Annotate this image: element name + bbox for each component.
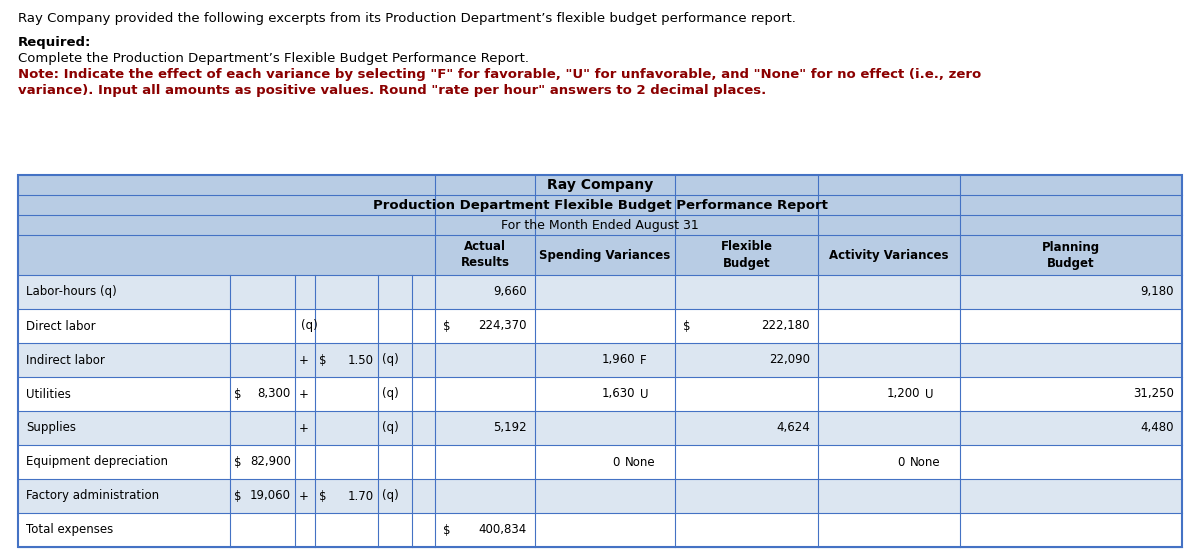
Text: Flexible
Budget: Flexible Budget <box>720 241 773 269</box>
Text: Required:: Required: <box>18 36 91 49</box>
Text: Labor-hours (q): Labor-hours (q) <box>26 285 116 299</box>
Bar <box>18 377 1182 411</box>
Bar <box>18 343 1182 377</box>
Text: (q): (q) <box>382 490 398 502</box>
Bar <box>18 445 1182 479</box>
Text: Direct labor: Direct labor <box>26 320 96 332</box>
Text: 19,060: 19,060 <box>250 490 292 502</box>
Text: $: $ <box>683 320 690 332</box>
Text: 31,250: 31,250 <box>1133 388 1174 401</box>
Text: 1,200: 1,200 <box>887 388 920 401</box>
Text: Actual
Results: Actual Results <box>461 241 510 269</box>
Text: 22,090: 22,090 <box>769 353 810 367</box>
Text: For the Month Ended August 31: For the Month Ended August 31 <box>502 219 698 231</box>
Text: $: $ <box>443 320 450 332</box>
Text: $: $ <box>319 353 326 367</box>
Text: (q): (q) <box>382 353 398 367</box>
Text: 400,834: 400,834 <box>479 523 527 537</box>
Text: F: F <box>640 353 647 367</box>
Text: Factory administration: Factory administration <box>26 490 160 502</box>
Text: (q): (q) <box>382 422 398 434</box>
Text: $: $ <box>234 455 241 469</box>
Text: U: U <box>640 388 648 401</box>
Text: Utilities: Utilities <box>26 388 71 401</box>
Bar <box>18 411 1182 445</box>
Text: Ray Company provided the following excerpts from its Production Department’s fle: Ray Company provided the following excer… <box>18 12 796 25</box>
Text: 4,624: 4,624 <box>776 422 810 434</box>
Text: 5,192: 5,192 <box>493 422 527 434</box>
Text: 0: 0 <box>898 455 905 469</box>
Text: Total expenses: Total expenses <box>26 523 113 537</box>
Text: $: $ <box>234 490 241 502</box>
Text: +: + <box>299 388 308 401</box>
Text: +: + <box>299 422 308 434</box>
Text: 8,300: 8,300 <box>258 388 292 401</box>
Text: 0: 0 <box>613 455 620 469</box>
Bar <box>18 175 1182 235</box>
Text: U: U <box>925 388 934 401</box>
Text: 1.70: 1.70 <box>348 490 374 502</box>
Text: variance). Input all amounts as positive values. Round "rate per hour" answers t: variance). Input all amounts as positive… <box>18 84 767 97</box>
Bar <box>18 175 1182 547</box>
Text: None: None <box>625 455 655 469</box>
Text: 222,180: 222,180 <box>762 320 810 332</box>
Text: Equipment depreciation: Equipment depreciation <box>26 455 168 469</box>
Bar <box>18 479 1182 513</box>
Text: Production Department Flexible Budget Performance Report: Production Department Flexible Budget Pe… <box>372 199 828 211</box>
Text: +: + <box>299 490 308 502</box>
Bar <box>18 235 1182 275</box>
Text: Complete the Production Department’s Flexible Budget Performance Report.: Complete the Production Department’s Fle… <box>18 52 529 65</box>
Text: 1,630: 1,630 <box>601 388 635 401</box>
Text: (q): (q) <box>301 320 318 332</box>
Text: Spending Variances: Spending Variances <box>539 248 671 262</box>
Text: 1.50: 1.50 <box>348 353 374 367</box>
Text: 82,900: 82,900 <box>250 455 292 469</box>
Bar <box>18 275 1182 309</box>
Text: 4,480: 4,480 <box>1140 422 1174 434</box>
Text: Indirect labor: Indirect labor <box>26 353 104 367</box>
Bar <box>18 513 1182 547</box>
Text: (q): (q) <box>382 388 398 401</box>
Bar <box>18 309 1182 343</box>
Text: 224,370: 224,370 <box>479 320 527 332</box>
Text: 1,960: 1,960 <box>601 353 635 367</box>
Text: $: $ <box>443 523 450 537</box>
Text: 9,660: 9,660 <box>493 285 527 299</box>
Text: $: $ <box>234 388 241 401</box>
Text: Note: Indicate the effect of each variance by selecting "F" for favorable, "U" f: Note: Indicate the effect of each varian… <box>18 68 982 81</box>
Text: None: None <box>910 455 941 469</box>
Text: Planning
Budget: Planning Budget <box>1042 241 1100 269</box>
Text: 9,180: 9,180 <box>1140 285 1174 299</box>
Text: +: + <box>299 353 308 367</box>
Text: Supplies: Supplies <box>26 422 76 434</box>
Text: Activity Variances: Activity Variances <box>829 248 949 262</box>
Text: Ray Company: Ray Company <box>547 178 653 192</box>
Text: $: $ <box>319 490 326 502</box>
